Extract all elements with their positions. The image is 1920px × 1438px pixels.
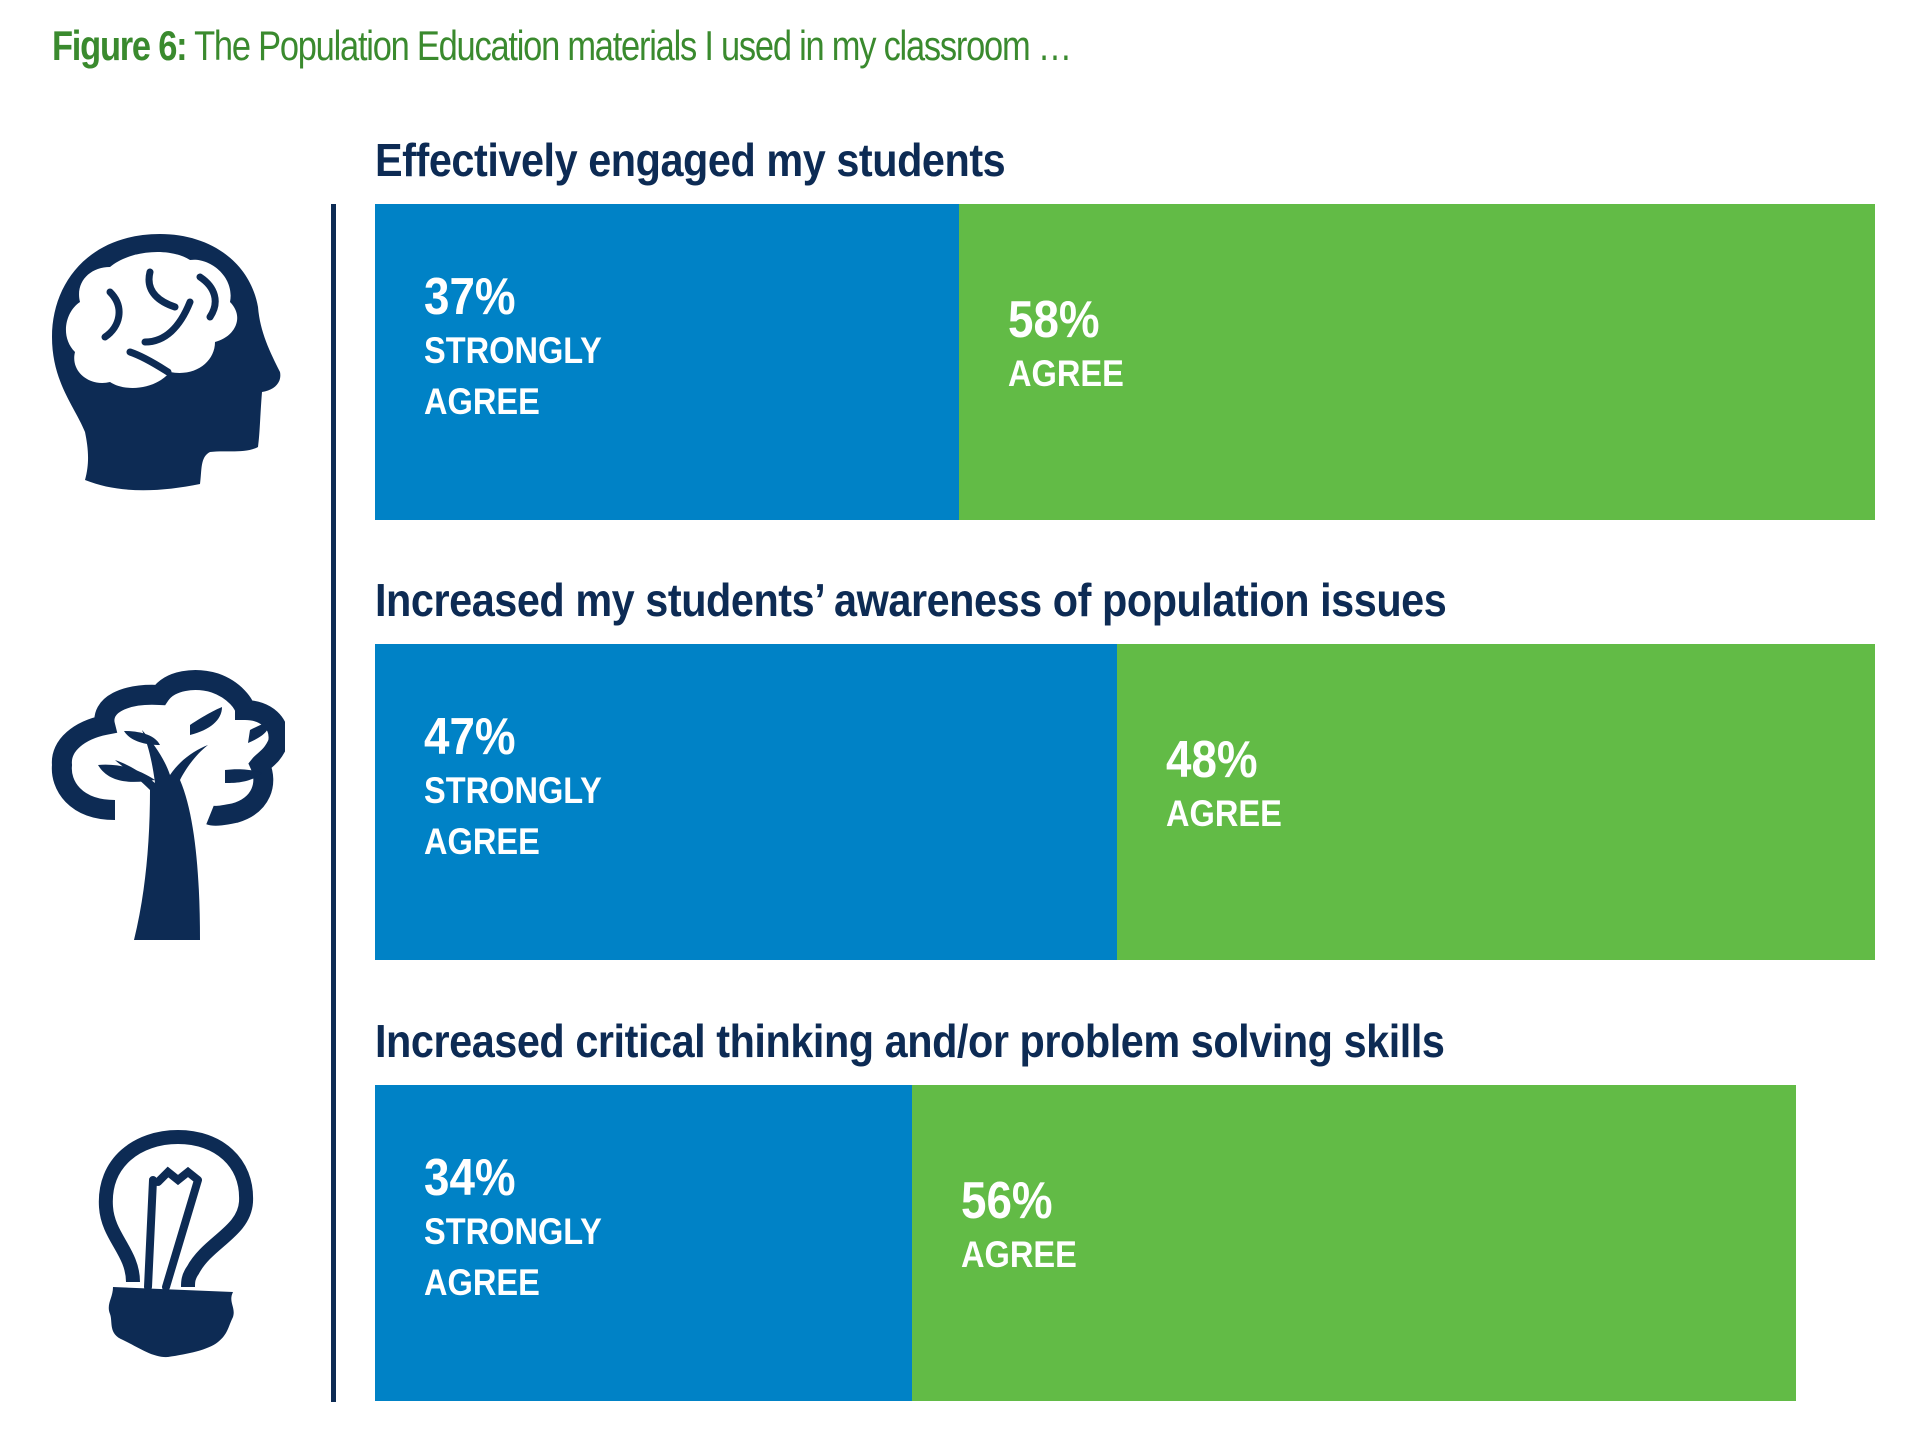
figure-label: Figure 6: xyxy=(52,22,188,69)
category-title: Increased critical thinking and/or probl… xyxy=(375,1015,1445,1067)
data-label: 56% AGREE xyxy=(961,1173,1077,1280)
series-label: AGREE xyxy=(960,1234,1077,1275)
divider-line xyxy=(331,204,336,1402)
percent-label: 47% xyxy=(424,708,516,766)
brain-head-icon xyxy=(52,234,281,491)
percent-label: 34% xyxy=(424,1149,516,1207)
lightbulb-icon xyxy=(98,1129,254,1358)
percent-label: 56% xyxy=(960,1172,1053,1230)
series-label: STRONGLY AGREE xyxy=(424,770,602,862)
bar-segment-agree: 48% AGREE xyxy=(1117,644,1875,960)
series-label: STRONGLY AGREE xyxy=(424,1211,602,1303)
series-label: STRONGLY AGREE xyxy=(424,330,602,422)
percent-label: 48% xyxy=(1166,731,1258,789)
category-title: Increased my students’ awareness of popu… xyxy=(375,574,1447,626)
series-label: AGREE xyxy=(1166,793,1282,834)
category-title: Effectively engaged my students xyxy=(375,134,1006,186)
bar-segment-strongly-agree: 37% STRONGLY AGREE xyxy=(375,204,960,520)
data-label: 37% STRONGLY AGREE xyxy=(424,269,618,427)
bar-segment-agree: 58% AGREE xyxy=(959,204,1875,520)
data-label: 34% STRONGLY AGREE xyxy=(424,1150,618,1308)
figure-title-text: The Population Education materials I use… xyxy=(194,22,1072,69)
data-label: 58% AGREE xyxy=(1008,292,1124,399)
bar-segment-strongly-agree: 47% STRONGLY AGREE xyxy=(375,644,1118,960)
percent-label: 58% xyxy=(1008,291,1100,349)
figure-title: Figure 6: The Population Education mater… xyxy=(52,22,1072,70)
percent-label: 37% xyxy=(424,268,516,326)
tree-icon xyxy=(51,670,285,940)
data-label: 48% AGREE xyxy=(1166,732,1282,839)
data-label: 47% STRONGLY AGREE xyxy=(424,709,618,867)
bar-segment-agree: 56% AGREE xyxy=(911,1085,1797,1401)
series-label: AGREE xyxy=(1008,353,1124,394)
bar-segment-strongly-agree: 34% STRONGLY AGREE xyxy=(375,1085,912,1401)
